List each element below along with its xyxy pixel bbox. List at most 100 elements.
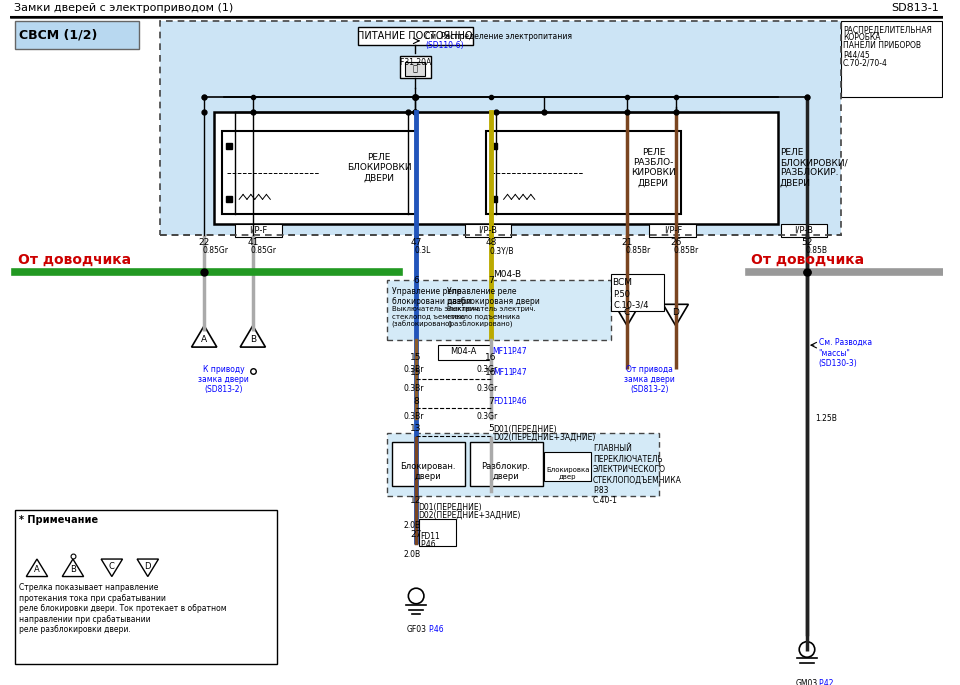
Text: 0.3Gr: 0.3Gr (476, 384, 497, 393)
Text: A: A (35, 565, 39, 574)
Polygon shape (614, 304, 639, 325)
Bar (387, 433, 660, 496)
Bar (222, 132, 416, 214)
Text: Блокирован.
двери: Блокирован. двери (400, 462, 456, 482)
Text: (SD110-6): (SD110-6) (425, 41, 464, 50)
Text: 22: 22 (199, 238, 210, 247)
Bar (420, 519, 456, 547)
Text: 27: 27 (411, 530, 421, 539)
Text: 8: 8 (413, 397, 419, 406)
Text: 52: 52 (802, 238, 813, 247)
Text: 2.0B: 2.0B (403, 521, 420, 530)
Polygon shape (663, 304, 688, 325)
Text: P.42: P.42 (819, 679, 834, 685)
Text: 0.3L: 0.3L (414, 247, 431, 256)
Bar (399, 56, 431, 78)
Polygon shape (240, 325, 265, 347)
Text: 0.85Gr: 0.85Gr (251, 247, 276, 256)
Text: BCM: BCM (612, 278, 633, 287)
Bar (405, 62, 425, 76)
Text: P.50
C.10-3/4: P.50 C.10-3/4 (613, 290, 649, 309)
Text: * Примечание: * Примечание (19, 515, 99, 525)
Text: РЕЛЕ
БЛОКИРОВКИ
ДВЕРИ: РЕЛЕ БЛОКИРОВКИ ДВЕРИ (347, 153, 411, 183)
Text: P.46: P.46 (420, 540, 436, 549)
Text: GM03: GM03 (796, 679, 818, 685)
Text: M04-A: M04-A (450, 347, 477, 356)
Text: D01(ПЕРЕДНИЕ): D01(ПЕРЕДНИЕ) (492, 424, 557, 433)
Text: ПИТАНИЕ ПОСТОЯННО: ПИТАНИЕ ПОСТОЯННО (357, 31, 473, 41)
Bar (650, 223, 696, 237)
Polygon shape (26, 559, 48, 577)
Bar (841, 21, 942, 97)
Text: P.47: P.47 (512, 368, 527, 377)
Text: MF11: MF11 (492, 347, 513, 356)
Text: РЕЛЕ
БЛОКИРОВКИ/
РАЗБЛОКИР.
ДВЕРИ: РЕЛЕ БЛОКИРОВКИ/ РАЗБЛОКИР. ДВЕРИ (780, 147, 848, 188)
Text: 0.3Y/B: 0.3Y/B (489, 247, 514, 256)
Bar (160, 21, 841, 235)
Text: 41: 41 (247, 238, 258, 247)
Text: D02(ПЕРЕДНИЕ+ЗАДНИЕ): D02(ПЕРЕДНИЕ+ЗАДНИЕ) (492, 433, 595, 442)
Text: 2.0B: 2.0B (403, 549, 420, 559)
Text: 0.85Br: 0.85Br (674, 247, 699, 256)
Bar (392, 443, 465, 486)
Text: I/P-F: I/P-F (663, 226, 682, 235)
Text: B: B (250, 335, 256, 344)
Text: 6: 6 (413, 275, 419, 284)
Polygon shape (62, 559, 84, 577)
Text: СВСМ (1/2): СВСМ (1/2) (19, 29, 98, 42)
Text: 16: 16 (485, 368, 496, 377)
Text: M04-B: M04-B (492, 270, 521, 279)
Text: 12: 12 (411, 496, 421, 506)
Text: P44/45: P44/45 (843, 51, 870, 60)
Text: FD11: FD11 (492, 397, 513, 406)
Text: 1.25B: 1.25B (815, 414, 836, 423)
Text: ГЛАВНЫЙ
ПЕРЕКЛЮЧАТЕЛЬ
ЭЛЕКТРИЧЕСКОГО
СТЕКЛОПОДЪЕМНИКА
P.83
C.40-1: ГЛАВНЫЙ ПЕРЕКЛЮЧАТЕЛЬ ЭЛЕКТРИЧЕСКОГО СТЕ… (593, 445, 682, 506)
Text: F31 20A: F31 20A (399, 58, 431, 66)
Text: P.47: P.47 (512, 347, 527, 356)
Text: C: C (624, 308, 631, 316)
Text: Выключатель электрич.
стекло подъемника
(разблокировано): Выключатель электрич. стекло подъемника … (447, 306, 536, 327)
Polygon shape (101, 559, 123, 577)
Bar (14, 510, 277, 664)
Bar (14, 21, 139, 49)
Bar (214, 112, 778, 223)
Text: 0.3Br: 0.3Br (403, 412, 424, 421)
Text: 26: 26 (670, 238, 682, 247)
Text: 0.3Br: 0.3Br (403, 384, 424, 393)
Text: B: B (70, 565, 76, 574)
Text: C: C (108, 562, 115, 571)
Text: D02(ПЕРЕДНИЕ+ЗАДНИЕ): D02(ПЕРЕДНИЕ+ЗАДНИЕ) (419, 511, 520, 520)
Bar (465, 223, 512, 237)
Text: I/P-F: I/P-F (250, 226, 268, 235)
Polygon shape (192, 325, 217, 347)
Text: ПАНЕЛИ ПРИБОРОВ: ПАНЕЛИ ПРИБОРОВ (843, 41, 921, 50)
Text: 0.85Gr: 0.85Gr (203, 247, 228, 256)
Bar (235, 223, 282, 237)
Text: 47: 47 (411, 238, 421, 247)
Text: От доводчика: От доводчика (17, 253, 131, 266)
Text: Выключатель электрич.
стеклопод ъемника
(заблокировано): Выключатель электрич. стеклопод ъемника … (392, 306, 481, 327)
Text: 16: 16 (485, 353, 496, 362)
Polygon shape (137, 559, 158, 577)
Bar (780, 223, 828, 237)
Text: I/P-B: I/P-B (795, 226, 813, 235)
Bar (486, 132, 681, 214)
Text: 15: 15 (410, 368, 421, 377)
Text: FD11: FD11 (420, 532, 440, 541)
Text: 🔲: 🔲 (413, 64, 418, 73)
Text: 0.3Br: 0.3Br (403, 365, 424, 374)
Text: 0.85Br: 0.85Br (625, 247, 651, 256)
Text: Блокировка
двер: Блокировка двер (546, 466, 589, 479)
Text: Разблокир.
двери: Разблокир. двери (481, 462, 530, 482)
Text: Управление реле
разблокированя двери: Управление реле разблокированя двери (447, 287, 540, 306)
Text: D01(ПЕРЕДНИЕ): D01(ПЕРЕДНИЕ) (419, 503, 482, 512)
Text: Замки дверей с электроприводом (1): Замки дверей с электроприводом (1) (13, 3, 233, 13)
Text: 7: 7 (488, 397, 493, 406)
Text: К приводу
замка двери
(SD813-2): К приводу замка двери (SD813-2) (199, 364, 249, 395)
Text: D: D (145, 562, 151, 571)
Bar (611, 274, 664, 311)
Bar (469, 443, 542, 486)
Text: 0.85B: 0.85B (805, 247, 827, 256)
Text: I/P-B: I/P-B (479, 226, 497, 235)
Text: 0.3Gr: 0.3Gr (476, 365, 497, 374)
